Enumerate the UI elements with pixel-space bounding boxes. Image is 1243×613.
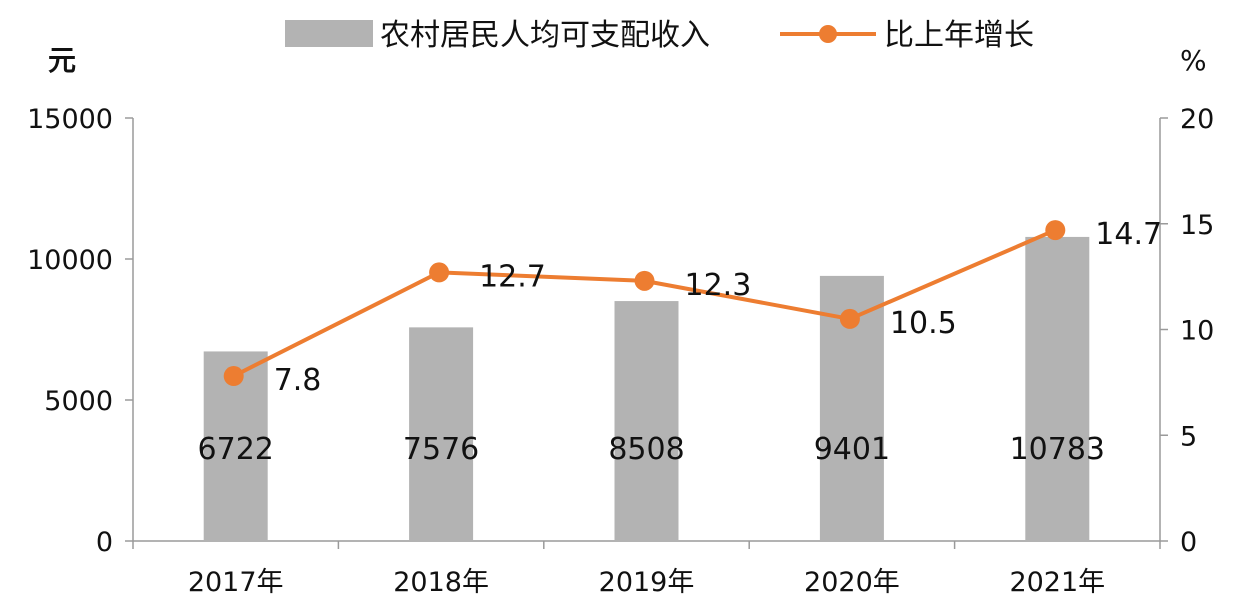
axes: 0 5000 10000 15000 0 5 10 15 20 2017年 2018年 2019年 20… xyxy=(27,104,1214,598)
income-bar xyxy=(1025,236,1090,541)
left-tick-label: 15000 xyxy=(27,104,113,135)
growth-line: 7.8 12.7 12.3 10.5 14.7 xyxy=(223,217,1162,398)
legend-line-marker xyxy=(819,25,837,43)
x-tick-label: 2020年 xyxy=(804,567,900,598)
growth-point xyxy=(634,270,655,291)
growth-point-label: 7.8 xyxy=(274,363,322,398)
bars: 6722 7576 8508 9401 10783 xyxy=(198,236,1105,541)
income-bar-label: 10783 xyxy=(1010,432,1105,467)
x-tick-label: 2021年 xyxy=(1009,567,1105,598)
income-bar xyxy=(614,301,679,541)
left-tick-label: 5000 xyxy=(44,386,113,417)
left-tick-label: 0 xyxy=(96,527,113,558)
legend-bar-label: 农村居民人均可支配收入 xyxy=(380,18,710,53)
growth-point-label: 12.3 xyxy=(685,268,752,303)
income-bar-label: 9401 xyxy=(814,432,890,467)
x-tick-label: 2018年 xyxy=(393,567,489,598)
growth-point xyxy=(223,366,244,387)
legend-line-label: 比上年增长 xyxy=(884,18,1034,53)
right-tick-label: 5 xyxy=(1180,421,1197,452)
right-tick-label: 20 xyxy=(1180,104,1214,135)
growth-point-label: 14.7 xyxy=(1095,217,1162,252)
growth-point-label: 12.7 xyxy=(479,259,546,294)
income-bar-label: 7576 xyxy=(403,432,479,467)
x-tick-label: 2019年 xyxy=(599,567,695,598)
x-tick-label: 2017年 xyxy=(188,567,284,598)
legend-bar-swatch xyxy=(285,20,373,47)
right-tick-label: 0 xyxy=(1180,527,1197,558)
right-tick-label: 15 xyxy=(1180,210,1214,241)
right-axis-unit: % xyxy=(1180,44,1207,77)
left-axis-unit: 元 xyxy=(48,44,76,77)
left-tick-label: 10000 xyxy=(27,245,113,276)
legend: 农村居民人均可支配收入 比上年增长 xyxy=(285,18,1034,53)
growth-point-label: 10.5 xyxy=(890,306,957,341)
growth-point xyxy=(839,308,860,329)
income-bar-label: 6722 xyxy=(198,432,274,467)
growth-point xyxy=(429,262,450,283)
income-bar-label: 8508 xyxy=(608,432,684,467)
income-bar xyxy=(409,327,474,541)
growth-point xyxy=(1045,220,1066,241)
right-tick-label: 10 xyxy=(1180,316,1214,347)
